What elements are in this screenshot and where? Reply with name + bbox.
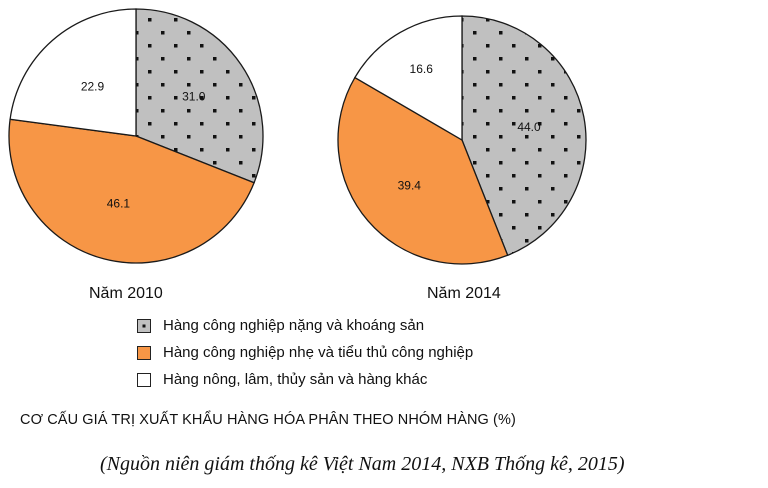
year-label-2014: Năm 2014 [427,285,501,302]
pie-slice-agriculture [9,8,137,137]
legend-label-agriculture: Hàng nông, lâm, thủy sản và hàng khác [163,371,428,388]
year-label-2010: Năm 2010 [89,285,163,302]
legend-label-heavy-industry: Hàng công nghiệp nặng và khoáng sản [163,317,425,334]
legend-item-light-industry: Hàng công nghiệp nhẹ và tiểu thủ công ng… [137,339,473,366]
data-label-agriculture: 22.9 [81,79,105,93]
pie-slice-light-industry [8,118,255,264]
pie-2010: 31.0 46.1 22.9 [8,8,264,264]
pie-slice-heavy-industry [135,8,264,184]
legend-swatch-orange [137,345,151,360]
legend-swatch-white [137,372,151,387]
pie-2014: 44.0 39.4 16.6 [337,15,587,265]
legend-item-heavy-industry: Hàng công nghiệp nặng và khoáng sản [137,312,473,339]
legend-label-light-industry: Hàng công nghiệp nhẹ và tiểu thủ công ng… [163,344,474,361]
data-label-heavy-industry: 44.0 [517,120,541,134]
legend-item-agriculture: Hàng nông, lâm, thủy sản và hàng khác [137,366,473,393]
data-label-heavy-industry: 31.0 [182,90,206,104]
pie-slice-agriculture [353,15,463,142]
pie-charts: 31.0 46.1 22.9 44.0 39.4 16.6 [8,8,587,265]
legend-swatch-dotted [137,318,151,333]
chart-title: CƠ CẤU GIÁ TRỊ XUẤT KHẨU HÀNG HÓA PHÂN T… [20,412,516,428]
data-label-light-industry: 46.1 [107,197,131,211]
legend: Hàng công nghiệp nặng và khoáng sản Hàng… [137,312,473,393]
pie-slice-heavy-industry [461,15,587,257]
data-label-agriculture: 16.6 [410,62,434,76]
data-label-light-industry: 39.4 [398,178,422,192]
source-note: (Nguồn niên giám thống kê Việt Nam 2014,… [100,453,625,475]
pie-slice-light-industry [337,76,509,265]
